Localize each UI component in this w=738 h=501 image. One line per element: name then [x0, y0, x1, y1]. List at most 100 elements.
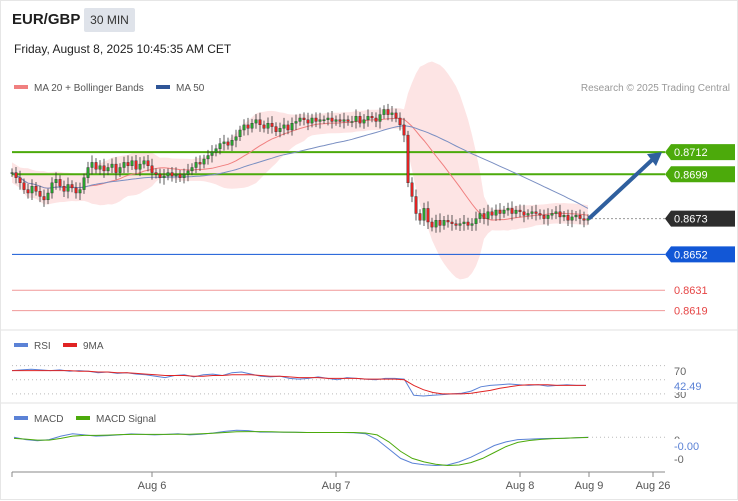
candle — [366, 109, 370, 127]
candle-body — [110, 163, 114, 168]
candle — [150, 158, 154, 180]
candle-body — [166, 172, 170, 177]
candle — [110, 158, 114, 174]
candle-body — [350, 121, 354, 123]
candle — [102, 158, 106, 178]
x-tick-label-4: Aug 26 — [636, 480, 671, 492]
candle-body — [406, 134, 410, 184]
candle-body — [570, 216, 574, 221]
candle — [330, 111, 334, 129]
candle — [218, 137, 222, 155]
candle-body — [246, 124, 250, 129]
candle-body — [474, 218, 478, 224]
candle-body — [490, 211, 494, 216]
candle — [358, 112, 362, 128]
candle — [490, 207, 494, 220]
candle — [418, 209, 422, 225]
candle — [298, 113, 302, 126]
candle — [54, 172, 58, 190]
candle-body — [266, 122, 270, 129]
candle — [278, 122, 282, 138]
level-tag-0.8712 — [665, 144, 735, 161]
candle — [10, 168, 14, 177]
macd-value-label-bg — [670, 439, 704, 452]
candle — [158, 168, 162, 184]
candle — [106, 163, 110, 176]
candle — [26, 184, 30, 199]
candle-body — [90, 162, 94, 168]
candle — [338, 114, 342, 128]
candle-body — [230, 139, 234, 146]
candle — [446, 214, 450, 228]
candle — [178, 170, 182, 182]
candle-body — [218, 143, 222, 149]
candle — [474, 211, 478, 231]
candle — [82, 173, 86, 194]
candle — [70, 180, 74, 193]
candle-body — [214, 148, 218, 153]
candle — [138, 157, 142, 177]
candle-body — [550, 213, 554, 216]
candle — [370, 112, 374, 123]
x-tick-label-2: Aug 8 — [506, 480, 535, 492]
candle-body — [206, 155, 210, 160]
candle — [50, 177, 54, 199]
candle-body — [330, 117, 334, 122]
candle — [286, 120, 290, 135]
candle-body — [82, 177, 86, 190]
candle-body — [42, 196, 46, 201]
timeframe-button[interactable]: 30 MIN — [84, 8, 135, 32]
candle — [114, 157, 118, 180]
level-label-0.8631: 0.8631 — [674, 285, 708, 297]
candle-body — [254, 119, 258, 124]
copyright-watermark: Research © 2025 Trading Central — [581, 83, 730, 94]
candle — [30, 179, 34, 201]
candle — [494, 204, 498, 221]
candle-body — [170, 172, 174, 177]
candle — [326, 112, 330, 126]
candle — [130, 156, 134, 171]
candle-body — [186, 170, 190, 175]
candle — [582, 211, 586, 228]
candle — [38, 185, 42, 203]
candle — [578, 209, 582, 225]
candle-body — [318, 119, 322, 122]
forecast-arrow-head — [647, 152, 662, 167]
bollinger-band-area — [12, 61, 588, 280]
candle — [302, 112, 306, 126]
ma20-legend-swatch — [14, 85, 28, 89]
candle-body — [118, 167, 122, 173]
level-tag-0.8699 — [665, 166, 735, 183]
candle-body — [78, 189, 82, 194]
candle — [470, 218, 474, 232]
level-tag-0.8652 — [665, 246, 735, 263]
candle — [14, 166, 18, 184]
candle — [18, 170, 22, 190]
candle — [466, 217, 470, 230]
candle-body — [106, 167, 110, 172]
candle — [34, 181, 38, 196]
moving-average-layer — [11, 117, 589, 221]
candle — [506, 202, 510, 216]
candle-body — [558, 211, 562, 218]
candle — [294, 114, 298, 131]
candle-body — [454, 223, 458, 226]
candle-body — [390, 112, 394, 115]
level-label-0.8699: 0.8699 — [674, 169, 708, 181]
candle-body — [290, 122, 294, 131]
macd-last-value: -0.00 — [674, 441, 699, 453]
candle-body — [418, 213, 422, 221]
rsi-legend-swatch — [14, 343, 28, 347]
candle — [98, 160, 102, 175]
candle-body — [126, 162, 130, 166]
macd-series-macd-signal — [13, 431, 589, 467]
candle — [482, 207, 486, 225]
forecast-arrow-layer — [588, 152, 662, 220]
candle — [62, 180, 66, 197]
candle — [522, 204, 526, 223]
macd-layer — [13, 429, 665, 467]
ma50-legend-swatch — [156, 85, 170, 89]
ma50-legend-label: MA 50 — [176, 83, 205, 94]
candle-body — [338, 119, 342, 122]
candle — [478, 209, 482, 223]
